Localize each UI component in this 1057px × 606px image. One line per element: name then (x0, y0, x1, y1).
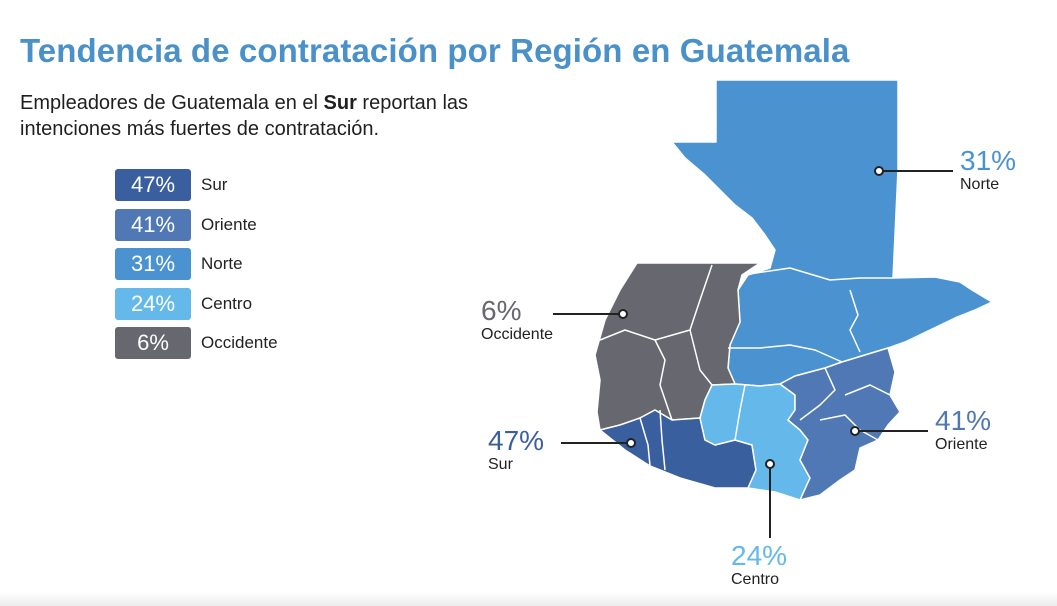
callout-label-occidente: Occidente (481, 326, 554, 343)
subtitle-text-before: Empleadores de Guatemala en el (20, 92, 324, 114)
callout-marker-sur (626, 438, 636, 448)
legend-chip-centro: 24% (115, 287, 191, 320)
callout-value-centro: 24% (731, 540, 788, 571)
callout-label-sur: Sur (488, 456, 513, 473)
legend-label-occidente: Occidente (201, 333, 278, 352)
legend-chip-norte: 31% (115, 248, 191, 280)
callout-marker-occidente (618, 309, 628, 319)
callout-marker-oriente (850, 426, 860, 436)
callout-label-norte: Norte (960, 176, 1000, 193)
callout-norte: 31% Norte (960, 146, 1016, 194)
callout-oriente: 41% Oriente (935, 406, 991, 454)
callout-value-sur: 47% (488, 425, 545, 456)
callout-value-occidente: 6% (481, 295, 522, 326)
bottom-edge (0, 592, 1057, 606)
subtitle: Empleadores de Guatemala en el Sur repor… (20, 90, 540, 142)
legend-chip-sur: 47% (115, 169, 191, 201)
legend-chip-occidente: 6% (115, 327, 191, 359)
callout-marker-centro (765, 459, 775, 469)
subtitle-bold-region: Sur (323, 92, 357, 114)
legend-label-sur: Sur (201, 175, 228, 194)
callout-centro: 24% Centro (731, 541, 787, 589)
subtitle-text-after: reportan las intenciones más fuertes de … (20, 92, 469, 140)
legend-label-norte: Norte (201, 254, 243, 273)
legend-label-oriente: Oriente (201, 214, 257, 234)
callout-value-norte: 31% (960, 145, 1017, 176)
callout-label-centro: Centro (731, 571, 780, 588)
callout-marker-norte (874, 166, 884, 176)
page-title: Tendencia de contratación por Región en … (20, 32, 850, 69)
legend-chip-oriente: 41% (115, 208, 191, 241)
callout-sur: 47% Sur (488, 426, 544, 474)
callout-label-oriente: Oriente (935, 436, 988, 453)
callout-occidente: 6% Occidente (481, 296, 553, 344)
legend-label-centro: Centro (201, 293, 253, 313)
callout-value-oriente: 41% (935, 405, 992, 436)
